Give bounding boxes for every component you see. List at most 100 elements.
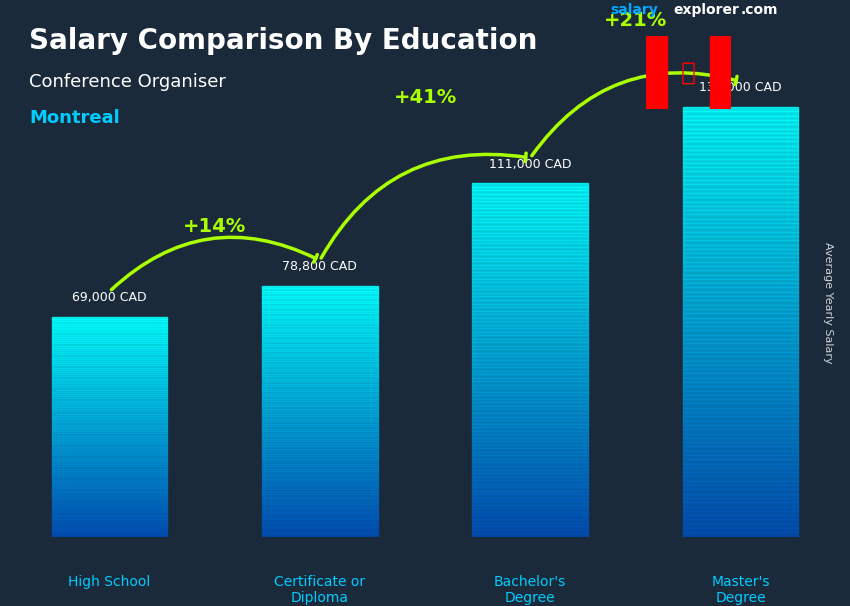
- Bar: [52, 394, 167, 396]
- Bar: [52, 519, 167, 521]
- Bar: [52, 356, 167, 359]
- Bar: [683, 335, 798, 339]
- Bar: [262, 424, 377, 426]
- Bar: [683, 180, 798, 184]
- Bar: [262, 366, 377, 368]
- Bar: [52, 409, 167, 411]
- Bar: [683, 373, 798, 378]
- Bar: [473, 307, 588, 311]
- Bar: [262, 401, 377, 404]
- Bar: [683, 365, 798, 369]
- Bar: [52, 381, 167, 383]
- Bar: [683, 412, 798, 416]
- Bar: [262, 504, 377, 507]
- Bar: [473, 325, 588, 328]
- Bar: [262, 374, 377, 376]
- Bar: [52, 453, 167, 455]
- Bar: [262, 376, 377, 379]
- Bar: [683, 120, 798, 124]
- Bar: [473, 508, 588, 512]
- Bar: [52, 341, 167, 344]
- Bar: [262, 511, 377, 514]
- Bar: [262, 286, 377, 288]
- Bar: [262, 456, 377, 459]
- Bar: [52, 398, 167, 401]
- Text: +21%: +21%: [604, 11, 667, 30]
- Bar: [262, 484, 377, 487]
- Bar: [683, 287, 798, 291]
- Bar: [52, 374, 167, 376]
- Bar: [52, 407, 167, 409]
- Bar: [262, 414, 377, 416]
- Bar: [473, 381, 588, 385]
- Bar: [473, 328, 588, 331]
- Bar: [52, 376, 167, 379]
- Bar: [683, 356, 798, 361]
- Bar: [473, 208, 588, 211]
- Bar: [262, 346, 377, 348]
- Bar: [473, 388, 588, 392]
- Bar: [683, 485, 798, 490]
- Bar: [52, 502, 167, 504]
- Bar: [262, 368, 377, 371]
- Bar: [683, 438, 798, 442]
- Bar: [473, 353, 588, 356]
- Bar: [683, 391, 798, 395]
- Bar: [473, 211, 588, 215]
- Bar: [473, 392, 588, 395]
- Bar: [683, 455, 798, 459]
- Bar: [52, 525, 167, 528]
- Bar: [683, 519, 798, 524]
- Bar: [683, 464, 798, 468]
- Bar: [473, 501, 588, 505]
- Bar: [52, 352, 167, 355]
- Text: 🍁: 🍁: [681, 61, 696, 85]
- Bar: [262, 316, 377, 319]
- Bar: [473, 215, 588, 219]
- Bar: [683, 227, 798, 231]
- Bar: [473, 522, 588, 526]
- Bar: [473, 364, 588, 367]
- Bar: [683, 515, 798, 519]
- Bar: [262, 371, 377, 374]
- Bar: [262, 394, 377, 396]
- Bar: [262, 426, 377, 429]
- Bar: [473, 244, 588, 247]
- Bar: [473, 346, 588, 350]
- Bar: [52, 431, 167, 433]
- Bar: [262, 496, 377, 499]
- Bar: [683, 266, 798, 270]
- Bar: [52, 319, 167, 321]
- Bar: [683, 399, 798, 404]
- Bar: [683, 249, 798, 253]
- Bar: [52, 495, 167, 497]
- Bar: [683, 433, 798, 438]
- Bar: [683, 326, 798, 330]
- Bar: [262, 461, 377, 464]
- Bar: [473, 360, 588, 364]
- Bar: [52, 458, 167, 460]
- Bar: [473, 339, 588, 342]
- Bar: [52, 405, 167, 407]
- Bar: [262, 301, 377, 304]
- Bar: [473, 198, 588, 201]
- Bar: [683, 476, 798, 481]
- Bar: [52, 488, 167, 490]
- Bar: [52, 433, 167, 436]
- Bar: [262, 336, 377, 339]
- Bar: [473, 240, 588, 244]
- Bar: [473, 420, 588, 424]
- Bar: [683, 124, 798, 128]
- Bar: [262, 313, 377, 316]
- Bar: [683, 188, 798, 193]
- Bar: [473, 491, 588, 494]
- Bar: [262, 434, 377, 436]
- Text: Certificate or
Diploma: Certificate or Diploma: [275, 575, 366, 605]
- Bar: [473, 286, 588, 290]
- Bar: [683, 163, 798, 167]
- Bar: [52, 468, 167, 471]
- Bar: [262, 341, 377, 344]
- Bar: [683, 494, 798, 498]
- Bar: [473, 282, 588, 286]
- Bar: [473, 233, 588, 236]
